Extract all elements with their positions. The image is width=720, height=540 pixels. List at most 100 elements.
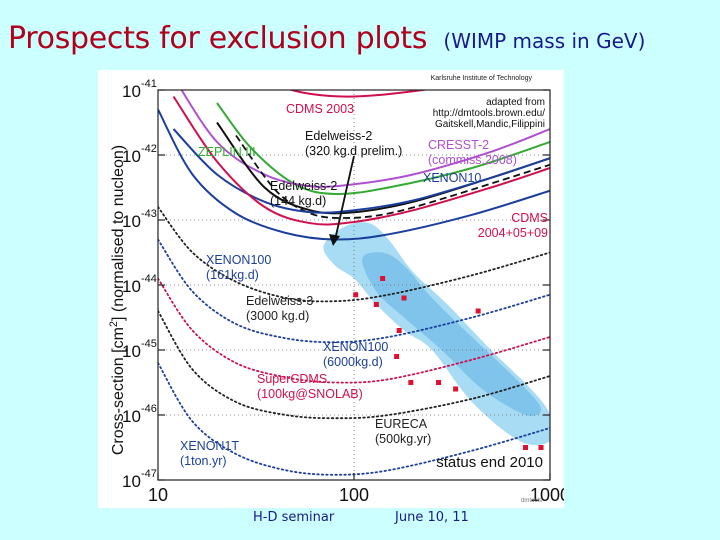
y-axis-label-text: Cross-section [cm bbox=[110, 327, 127, 455]
label-line: CDMS bbox=[511, 211, 548, 225]
label-xenon100-161kg-d: XENON100 (161kg.d) bbox=[206, 253, 271, 282]
label-line: (1ton.yr) bbox=[180, 454, 227, 468]
theory-regions bbox=[323, 222, 550, 446]
label-line: SuperCDMS bbox=[257, 372, 327, 386]
y-axis-label: Cross-section [cm2] (normalised to nucle… bbox=[108, 145, 127, 455]
y-tick-exponent: -43 bbox=[141, 208, 157, 220]
label-line: (144 kg.d) bbox=[270, 194, 326, 208]
series-cdms-2003 bbox=[288, 90, 430, 98]
dmtools-logo: dmtools bbox=[521, 498, 542, 504]
label-line: XENON100 bbox=[206, 253, 271, 267]
x-tick-labels: 10 100 1000 bbox=[148, 485, 564, 505]
series-xenon100-6000kg-d bbox=[158, 238, 550, 344]
y-tick-label: 10 bbox=[122, 342, 141, 361]
label-line: Edelweiss-2 bbox=[305, 129, 372, 143]
series-xenon100-161kg-d bbox=[158, 109, 550, 241]
footer-date: June 10, 11 bbox=[395, 510, 469, 525]
label-line: XENON10 bbox=[423, 171, 481, 185]
series-cresst-2-commiss-2008 bbox=[180, 90, 550, 188]
title-main: Prospects for exclusion plots bbox=[8, 21, 428, 56]
label-cdms-2004-05-09: CDMS 2004+05+09 bbox=[478, 211, 548, 240]
y-tick-label: 10 bbox=[122, 82, 141, 101]
label-line: (161kg.d) bbox=[206, 268, 259, 282]
y-tick-exponent: -44 bbox=[141, 273, 157, 285]
footer-seminar: H-D seminar bbox=[253, 510, 335, 525]
title-subtitle: (WIMP mass in GeV) bbox=[443, 29, 646, 53]
series-cdms-2004-05-09 bbox=[172, 95, 550, 226]
benchmark-point bbox=[396, 328, 402, 333]
label-edelweiss-2-320-kg-d-prelim: Edelweiss-2 (320 kg.d prelim.) bbox=[305, 129, 402, 158]
y-tick-exponent: -46 bbox=[141, 403, 157, 415]
series-edelweiss-3-3000-kg-d bbox=[158, 206, 550, 303]
label-line: XENON100 bbox=[323, 340, 388, 354]
label-xenon10: XENON10 bbox=[423, 171, 481, 185]
note-authors: Gaitskell,Mandic,Filippini bbox=[435, 119, 545, 130]
series-xenon1t-1ton-yr bbox=[158, 362, 550, 476]
benchmark-point bbox=[538, 445, 544, 450]
benchmark-points bbox=[353, 276, 544, 450]
axes-frame bbox=[157, 89, 551, 481]
y-tick-exponent: -45 bbox=[141, 338, 157, 350]
label-edelweiss-3-3000-kg-d: Edelweiss-3 (3000 kg.d) bbox=[246, 294, 313, 323]
y-tick-exponent: -42 bbox=[141, 143, 157, 155]
y-tick-label: 10 bbox=[122, 147, 141, 166]
status-text: status end 2010 bbox=[436, 454, 543, 471]
benchmark-point bbox=[436, 380, 442, 385]
label-line: Edelweiss-3 bbox=[246, 294, 313, 308]
y-tick-exponent: -47 bbox=[141, 468, 157, 480]
series-xenon10 bbox=[172, 128, 550, 214]
label-line: (500kg.yr) bbox=[375, 432, 431, 446]
label-cdms-2003: CDMS 2003 bbox=[286, 102, 354, 116]
label-edelweiss-2-144-kg-d: Edelweiss-2 (144 kg.d) bbox=[270, 179, 337, 208]
label-line: 2004+05+09 bbox=[478, 226, 548, 240]
x-tick-label: 100 bbox=[339, 485, 369, 505]
x-tick-label: 10 bbox=[148, 485, 168, 505]
label-line: Edelweiss-2 bbox=[270, 179, 337, 193]
benchmark-point bbox=[408, 380, 414, 385]
header-notes: Karlsruhe Institute of Technology adapted… bbox=[431, 75, 546, 504]
exclusion-plot: 10 -41 10 -42 10 -43 10 -44 10 -45 10 -46 10 -47 10 10… bbox=[98, 70, 564, 508]
benchmark-point bbox=[380, 276, 386, 281]
label-line: (3000 kg.d) bbox=[246, 309, 309, 323]
label-line: CDMS 2003 bbox=[286, 102, 354, 116]
label-xenon1t-1ton-yr: XENON1T (1ton.yr) bbox=[180, 439, 239, 468]
label-line: EURECA bbox=[375, 417, 428, 431]
y-tick-label: 10 bbox=[122, 212, 141, 231]
y-tick-label: 10 bbox=[122, 407, 141, 426]
label-line: (commiss.2008) bbox=[428, 153, 517, 167]
series-edelweiss-2-144-kg-d bbox=[216, 121, 550, 215]
label-cresst-2-commiss-2008: CRESST-2 (commiss.2008) bbox=[428, 138, 517, 167]
label-xenon100-6000kg-d: XENON100 (6000kg.d) bbox=[323, 340, 388, 369]
benchmark-point bbox=[394, 354, 400, 359]
label-line: XENON1T bbox=[180, 439, 239, 453]
y-tick-exponent: -41 bbox=[141, 78, 157, 90]
theory-region-inner bbox=[362, 252, 542, 417]
edelweiss-annotation-arrow bbox=[334, 155, 355, 241]
label-line: ZEPLIN III bbox=[198, 145, 256, 159]
label-eureca-500kg-yr: EURECA (500kg.yr) bbox=[375, 417, 431, 446]
label-supercdms-100kg-snolab: SuperCDMS (100kg@SNOLAB) bbox=[257, 372, 363, 401]
benchmark-point bbox=[353, 292, 359, 298]
label-line: (320 kg.d prelim.) bbox=[305, 144, 402, 158]
y-axis-label-text: ] (normalised to nucleon) bbox=[110, 145, 127, 321]
benchmark-point bbox=[523, 445, 529, 450]
benchmark-point bbox=[401, 295, 407, 301]
y-tick-label: 10 bbox=[122, 472, 141, 491]
edelweiss-annotation-arrowhead bbox=[329, 234, 340, 246]
series-edelweiss-2-320-kg-d-prelim bbox=[235, 134, 550, 219]
label-line: (6000kg.d) bbox=[323, 355, 383, 369]
label-line: (100kg@SNOLAB) bbox=[257, 387, 363, 401]
series-supercdms-100kg-snolab bbox=[158, 277, 550, 384]
note-institution: Karlsruhe Institute of Technology bbox=[431, 75, 533, 82]
y-axis-label-superscript: 2 bbox=[108, 321, 120, 327]
note-adapted: adapted from bbox=[486, 97, 545, 108]
y-tick-label: 10 bbox=[122, 277, 141, 296]
x-tick-label: 1000 bbox=[530, 485, 564, 505]
exclusion-curves bbox=[158, 90, 550, 476]
series-zeplin-iii bbox=[216, 102, 550, 196]
benchmark-point bbox=[453, 386, 459, 392]
note-url: http://dmtools.brown.edu/ bbox=[433, 108, 546, 119]
label-line: CRESST-2 bbox=[428, 138, 489, 152]
slide-title: Prospects for exclusion plots (WIMP mass… bbox=[8, 18, 645, 56]
